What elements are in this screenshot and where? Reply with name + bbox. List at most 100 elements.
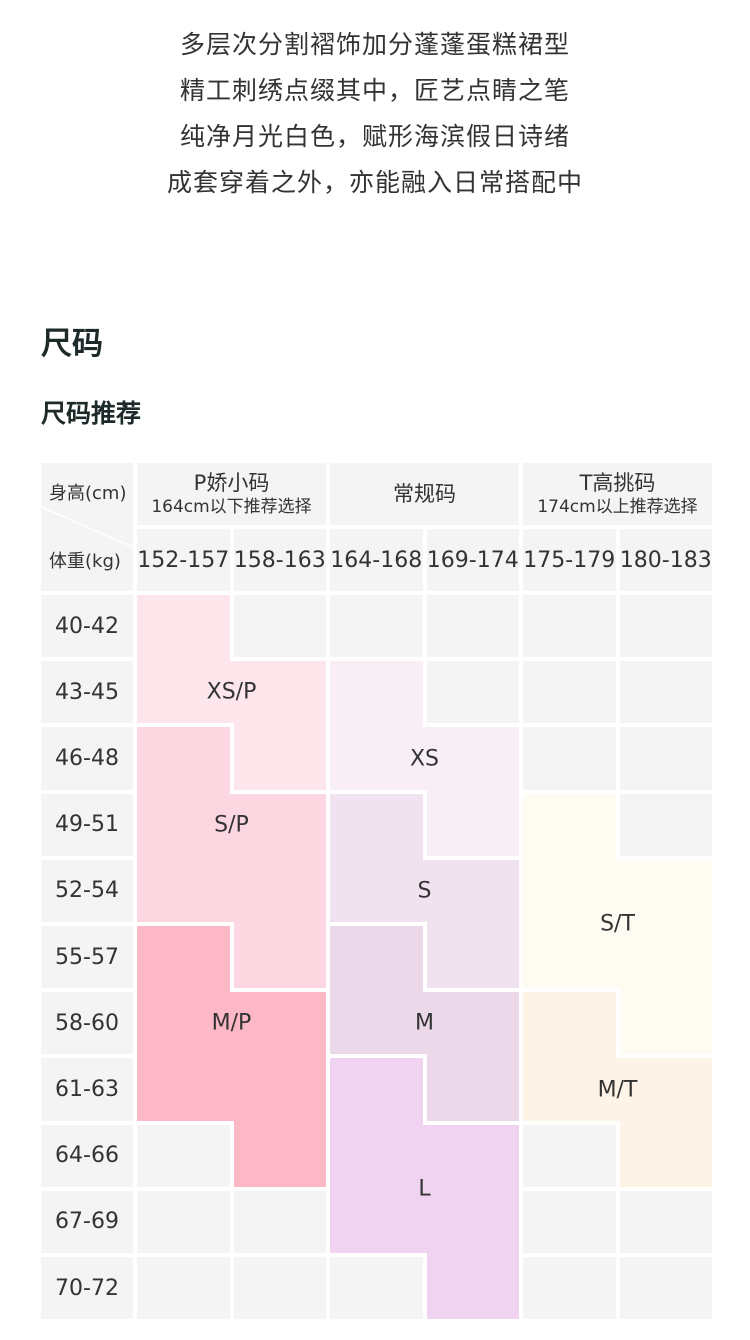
size-cell [330,1190,427,1253]
size-cell [233,1257,326,1320]
height-range-header: 175-179 [523,529,616,591]
size-cell [426,992,519,1059]
weight-range-cell: 58-60 [41,992,133,1055]
weight-range-cell: 64-66 [41,1124,133,1187]
size-cell [137,1124,230,1187]
height-range-header: 169-174 [426,529,519,591]
intro-line: 精工刺绣点缀其中，匠艺点睛之笔 [179,76,570,105]
size-cell [619,926,712,993]
size-cell [330,926,423,993]
size-cell [523,926,620,989]
size-cell [426,926,519,989]
size-group-name: 常规码 [393,482,456,506]
size-cell [426,859,519,926]
size-label: S/T [600,911,635,937]
height-range-header: 152-157 [137,529,230,591]
size-cell [523,793,616,860]
size-label: XS [409,746,440,771]
size-cell [523,859,620,926]
size-cell [619,727,712,790]
size-cell [137,1058,234,1121]
size-cell [330,992,427,1055]
size-cell [330,727,427,790]
size-cell [523,1190,616,1253]
size-cell [330,1124,427,1191]
size-cell [619,992,712,1055]
corner-divider [41,506,133,548]
size-cell [233,1124,326,1187]
size-cell [523,727,616,790]
size-label: XS/P [206,679,257,705]
height-range-header: 158-163 [233,529,326,591]
size-cell [523,1058,620,1121]
size-cell [137,793,234,860]
size-cell [619,595,712,658]
size-cell [426,793,519,856]
section-title: 尺码 [41,326,103,362]
weight-axis-label: 体重(kg) [49,551,121,572]
size-cell [233,727,326,790]
size-cell [619,1190,712,1253]
size-cell [233,859,326,926]
weight-range-cell: 67-69 [41,1190,133,1253]
height-axis-label: 身高(cm) [49,483,127,504]
size-label: L [418,1176,431,1202]
size-label: S/P [214,812,249,838]
size-label: M/T [597,1077,638,1102]
size-cell [233,926,326,989]
height-range-header: 180-183 [619,529,712,591]
size-cell [330,1257,423,1320]
size-cell [330,1058,423,1125]
size-cell [137,926,230,993]
weight-range-cell: 61-63 [41,1058,133,1121]
size-cell [619,1124,712,1187]
size-cell [523,1257,616,1320]
size-cell [137,595,230,662]
size-group-header: 常规码 [330,463,519,525]
size-cell [426,727,519,794]
size-label: M/P [211,1010,252,1036]
size-cell [137,727,230,794]
size-cell [233,595,326,658]
size-cell [426,1058,519,1121]
size-cell [233,1058,326,1125]
size-cell [137,1257,230,1320]
size-cell [426,1257,519,1320]
size-group-name: P娇小码 [193,471,270,495]
size-cell [619,1257,712,1320]
size-cell [523,992,616,1059]
size-cell [137,661,234,724]
corner-diagonal-line [41,506,133,548]
weight-range-cell: 43-45 [41,661,133,724]
size-cell [619,793,712,856]
size-cell [330,859,427,922]
size-label: S [417,878,432,904]
size-cell [233,793,326,860]
size-cell [426,595,519,658]
size-cell [330,793,423,860]
size-cell [426,661,519,724]
intro-line: 成套穿着之外，亦能融入日常搭配中 [166,168,583,197]
intro-line: 纯净月光白色，赋形海滨假日诗绪 [179,122,570,151]
size-cell [233,992,326,1059]
size-cell [619,859,712,926]
subsection-title: 尺码推荐 [41,399,142,428]
size-cell [619,1058,712,1125]
weight-range-cell: 70-72 [41,1257,133,1320]
size-group-name: T高挑码 [579,471,656,495]
weight-range-cell: 46-48 [41,727,133,790]
size-cell [523,661,616,724]
size-group-header: P娇小码 164cm以下推荐选择 [137,463,326,525]
table-corner-header: 身高(cm) 体重(kg) [41,463,133,591]
size-cell [330,661,423,728]
size-cell [426,1190,519,1257]
size-cell [523,1124,616,1187]
size-group-note: 164cm以下推荐选择 [151,497,312,517]
height-range-header: 164-168 [330,529,423,591]
weight-range-cell: 49-51 [41,793,133,856]
weight-range-cell: 52-54 [41,859,133,922]
weight-range-cell: 55-57 [41,926,133,989]
size-group-header: T高挑码 174cm以上推荐选择 [523,463,712,525]
size-cell [137,859,234,922]
size-cell [137,992,234,1059]
